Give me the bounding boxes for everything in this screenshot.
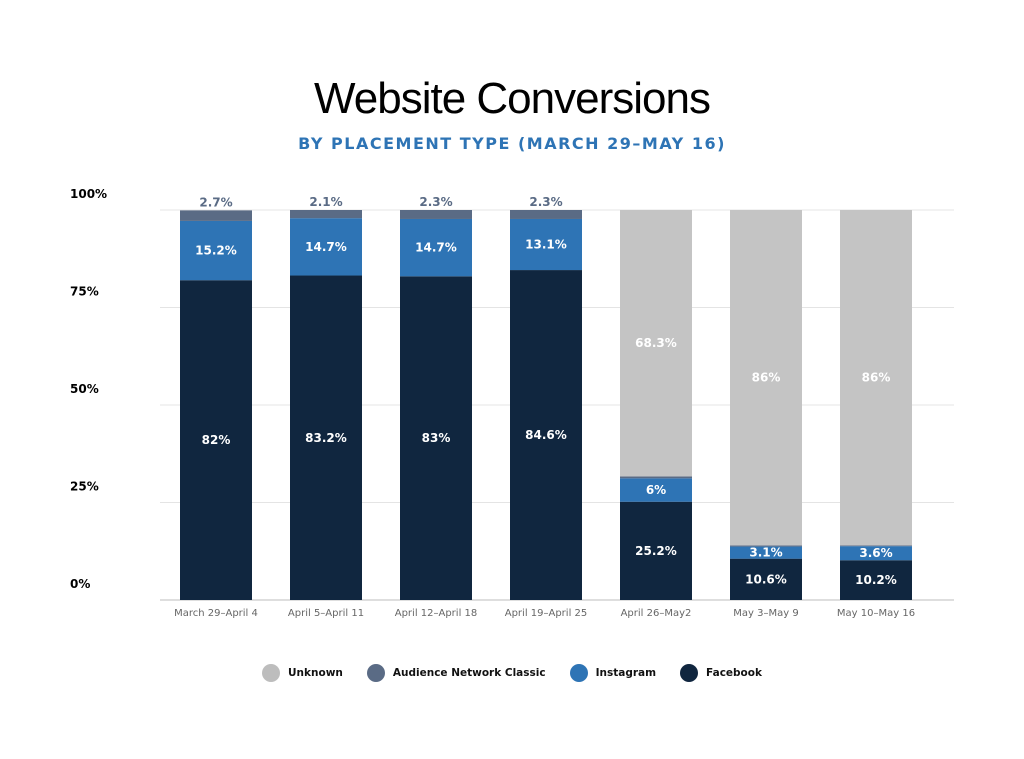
y-tick-label: 100%: [70, 187, 107, 201]
data-label: 25.2%: [635, 544, 677, 558]
x-tick-label: March 29–April 4: [174, 608, 258, 619]
data-label: 15.2%: [195, 244, 237, 258]
x-tick-label: April 19–April 25: [505, 608, 588, 619]
bar-audience-network-classic: [290, 210, 362, 219]
bar-audience-network-classic: [180, 210, 252, 221]
y-tick-label: 75%: [70, 285, 99, 299]
bar-facebook: [730, 558, 802, 600]
data-label: 68.3%: [635, 336, 677, 350]
bar-instagram: [510, 218, 582, 271]
bar-instagram: [180, 220, 252, 281]
y-tick-label: 0%: [70, 577, 90, 591]
legend-swatch: [262, 664, 281, 682]
bar-unknown: [840, 210, 912, 546]
data-label: 2.1%: [309, 195, 342, 209]
data-label: 2.7%: [199, 195, 232, 209]
bar-audience-network-classic: [840, 545, 912, 547]
bar-audience-network-classic: [510, 210, 582, 219]
bar-facebook: [180, 280, 252, 600]
data-label: 86%: [862, 371, 891, 385]
data-label: 84.6%: [525, 428, 567, 442]
bar-facebook: [620, 501, 692, 600]
x-tick-label: April 26–May2: [621, 608, 692, 619]
bar-facebook: [840, 560, 912, 600]
data-label: 2.3%: [529, 195, 562, 209]
data-label: 14.7%: [305, 240, 347, 254]
legend-item: Facebook: [680, 664, 762, 682]
legend-item: Instagram: [569, 664, 657, 682]
x-tick-label: May 10–May 16: [837, 608, 915, 619]
bar-facebook: [510, 270, 582, 600]
chart-subtitle: BY PLACEMENT TYPE (MARCH 29–MAY 16): [298, 134, 726, 153]
legend-label: Facebook: [706, 667, 762, 679]
y-tick-label: 50%: [70, 382, 99, 396]
bar-facebook: [400, 276, 472, 600]
bar-facebook: [290, 275, 362, 600]
bar-audience-network-classic: [730, 545, 802, 547]
bar-instagram: [730, 546, 802, 559]
chart-legend: Unknown Audience Network Classic Instagram…: [0, 664, 1024, 682]
bar-instagram: [840, 546, 912, 561]
data-label: 10.6%: [745, 572, 787, 586]
data-label: 83.2%: [305, 431, 347, 445]
data-label: 6%: [646, 483, 666, 497]
data-label: 2.3%: [419, 195, 452, 209]
bar-unknown: [620, 210, 692, 477]
bar-audience-network-classic: [620, 476, 692, 479]
bar-instagram: [620, 478, 692, 502]
data-label: 13.1%: [525, 238, 567, 252]
data-label: 3.1%: [749, 546, 782, 560]
data-label: 14.7%: [415, 241, 457, 255]
y-tick-label: 25%: [70, 480, 99, 494]
x-tick-label: May 3–May 9: [733, 608, 798, 619]
data-label: 82%: [202, 433, 231, 447]
legend-item: Unknown: [262, 664, 343, 682]
data-label: 3.6%: [859, 546, 892, 560]
bar-unknown: [730, 210, 802, 546]
data-label: 10.2%: [855, 573, 897, 587]
legend-label: Audience Network Classic: [392, 667, 546, 679]
legend-item: Audience Network Classic: [366, 664, 546, 682]
bar-instagram: [290, 218, 362, 276]
data-label: 83%: [422, 431, 451, 445]
legend-swatch: [366, 664, 385, 682]
legend-swatch: [569, 664, 588, 682]
x-tick-label: April 12–April 18: [395, 608, 478, 619]
legend-label: Instagram: [595, 667, 657, 679]
legend-swatch: [680, 664, 699, 682]
bar-audience-network-classic: [400, 210, 472, 219]
data-label: 86%: [752, 371, 781, 385]
chart-title: Website Conversions: [314, 74, 711, 123]
legend-label: Unknown: [288, 667, 343, 679]
bar-instagram: [400, 218, 472, 277]
x-tick-label: April 5–April 11: [288, 608, 364, 619]
